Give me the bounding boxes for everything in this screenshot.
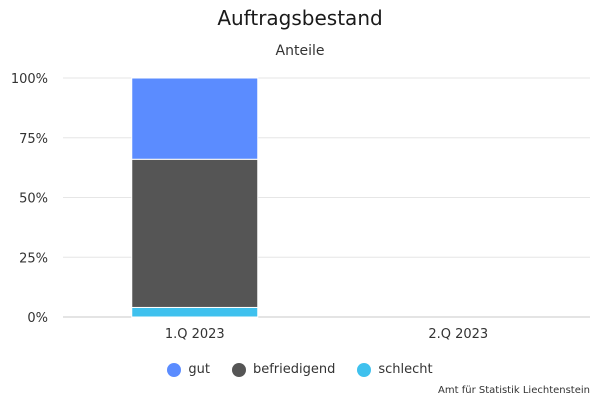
legend-label-gut: gut (188, 362, 210, 377)
y-tick-label: 25% (19, 251, 48, 266)
chart-subtitle: Anteile (275, 43, 325, 59)
chart-title: Auftragsbestand (217, 6, 383, 30)
legend-marker-gut (167, 362, 182, 377)
source-credit: Amt für Statistik Liechtenstein (438, 385, 590, 396)
y-tick-label: 100% (11, 72, 48, 87)
y-tick-label: 50% (19, 192, 48, 207)
legend-label-befriedigend: befriedigend (252, 362, 336, 377)
legend-item-gut[interactable]: gut (167, 362, 210, 377)
y-tick-label: 75% (19, 132, 48, 147)
legend-marker-schlecht (357, 362, 372, 377)
x-tick-label: 2.Q 2023 (428, 327, 488, 342)
x-tick-label: 1.Q 2023 (165, 327, 225, 342)
y-tick-label: 0% (27, 311, 48, 326)
legend-label-schlecht: schlecht (378, 362, 433, 377)
bar-schlecht[interactable] (131, 306, 259, 318)
legend-item-schlecht[interactable]: schlecht (357, 362, 433, 377)
legend-item-befriedigend[interactable]: befriedigend (231, 362, 336, 377)
legend-marker-befriedigend (231, 362, 246, 377)
bar-gut[interactable] (131, 77, 259, 160)
legend: gut befriedigend schlecht (0, 362, 600, 377)
bar-befriedigend[interactable] (131, 158, 259, 308)
